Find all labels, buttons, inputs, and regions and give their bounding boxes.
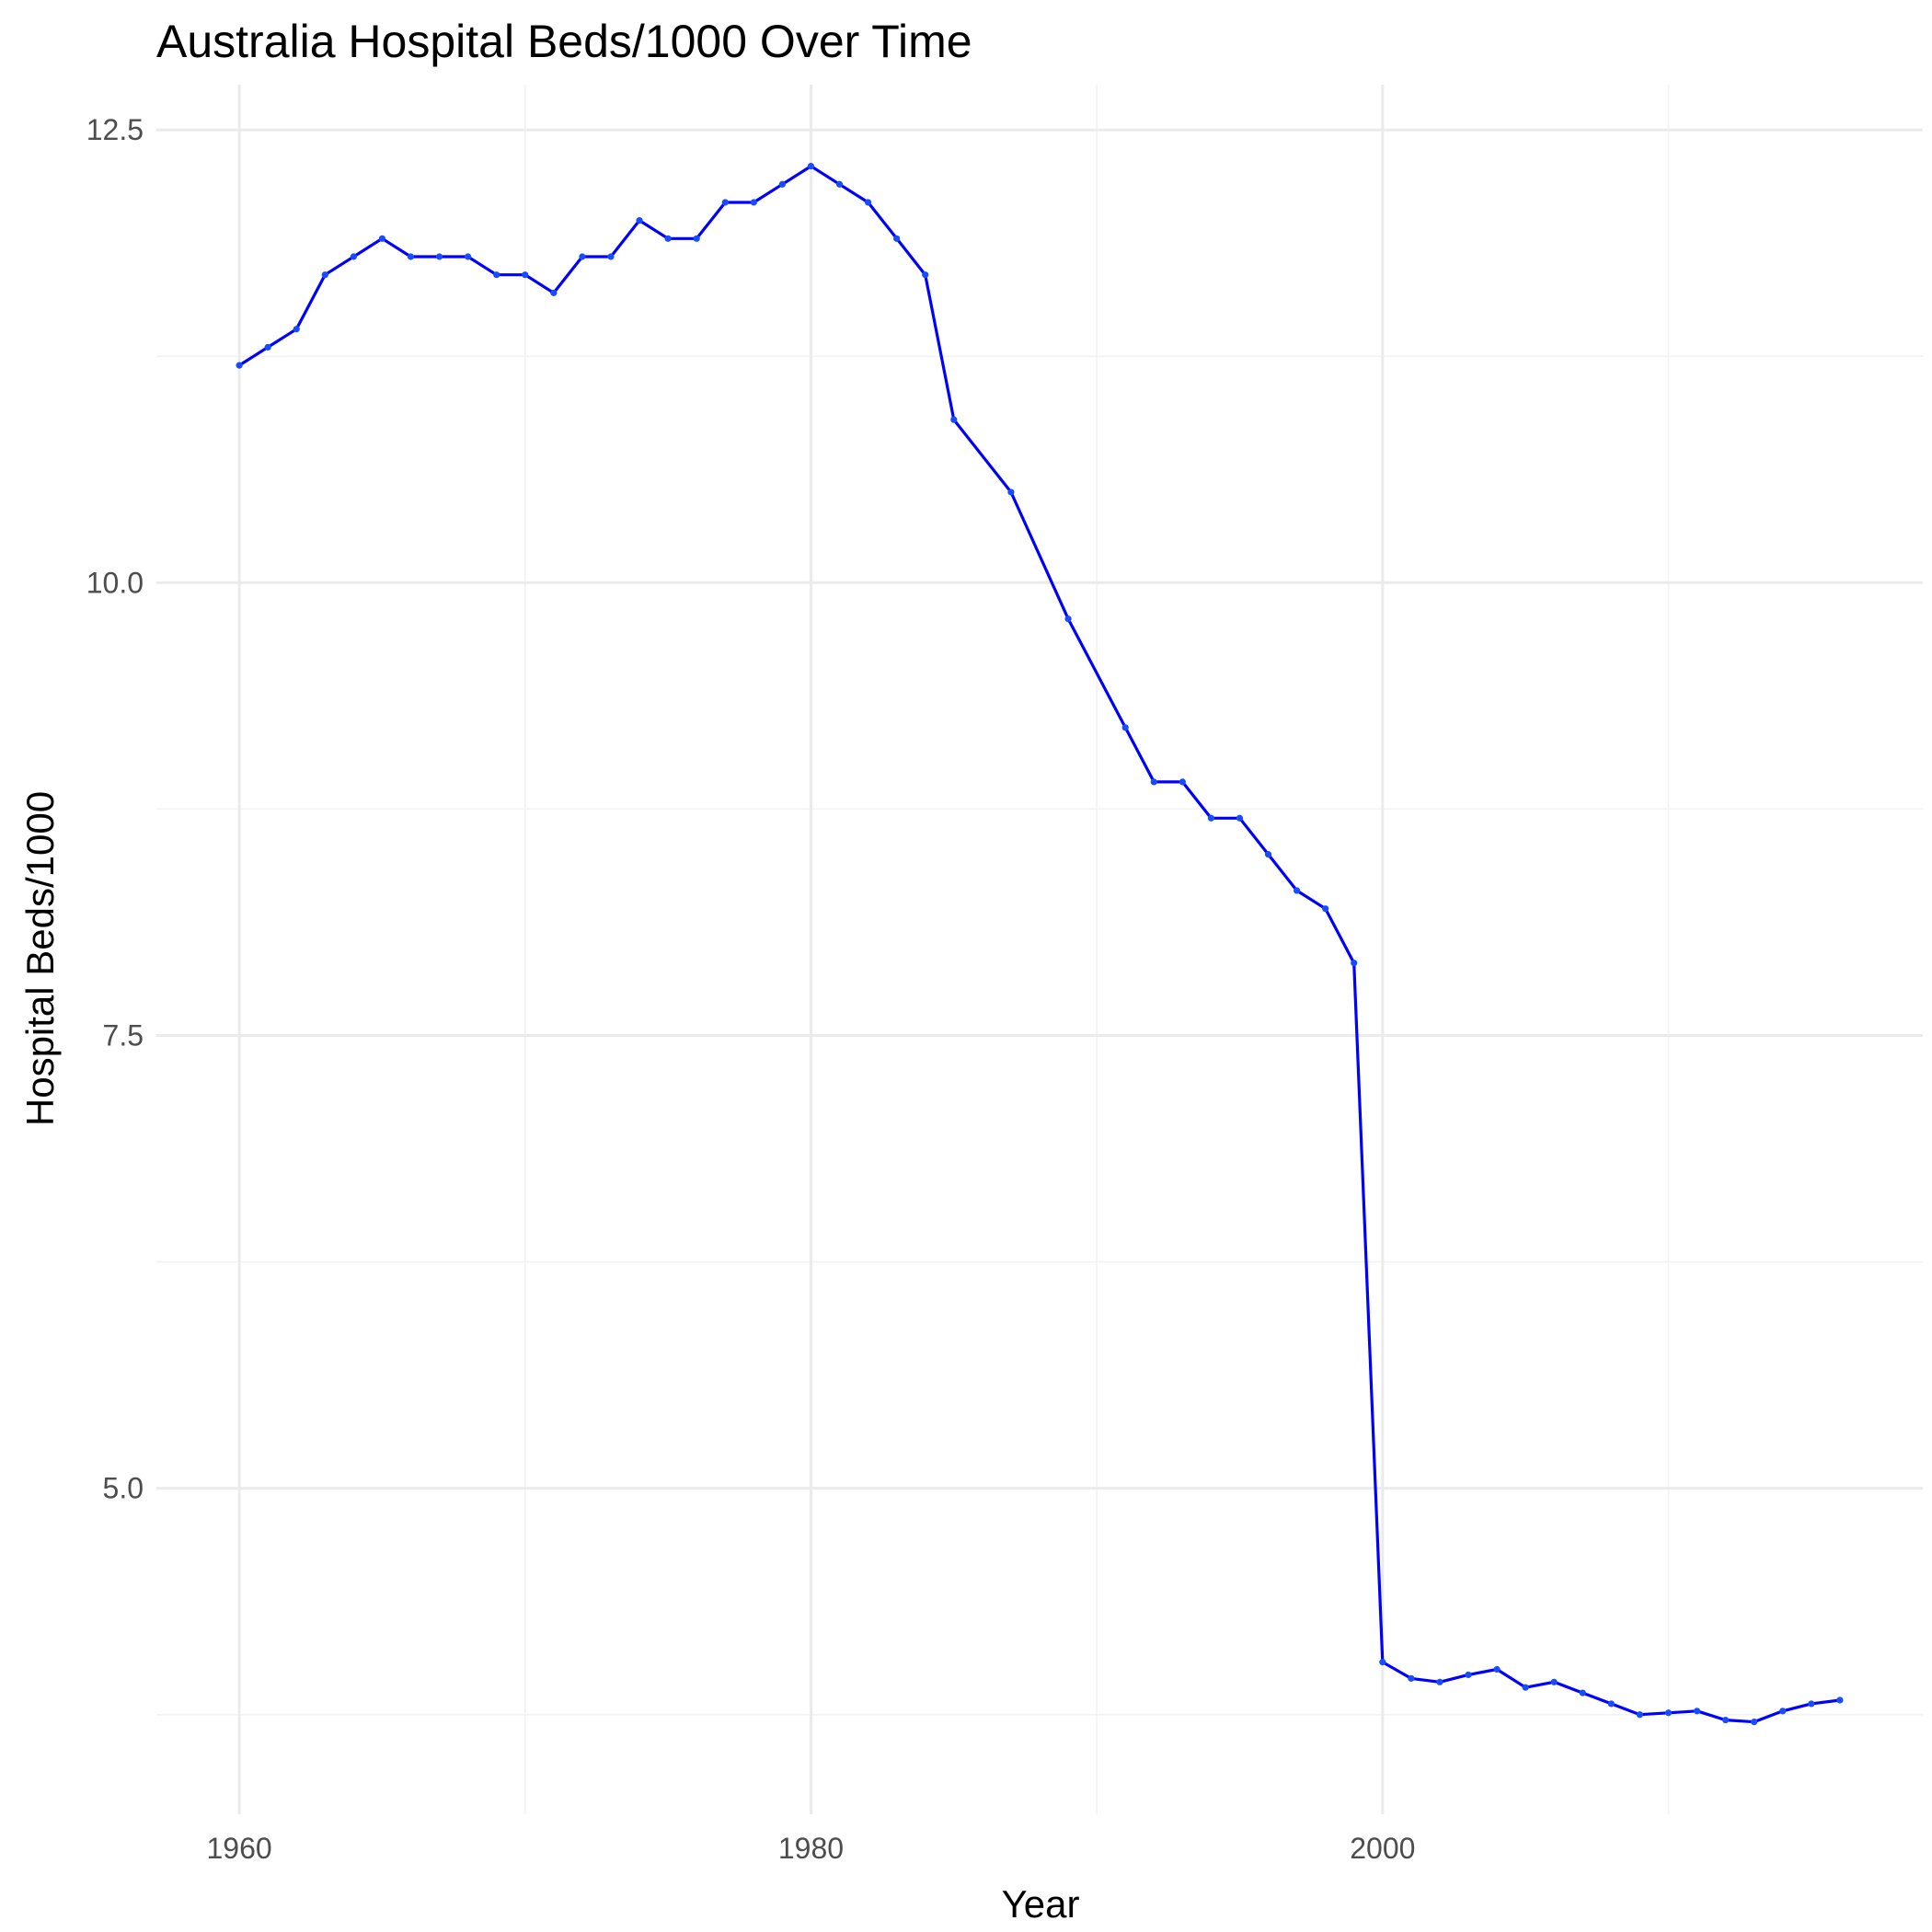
data-point (1236, 814, 1244, 822)
y-tick-label: 7.5 (103, 1019, 144, 1052)
data-point (1465, 1671, 1472, 1679)
y-tick-label: 12.5 (86, 113, 144, 146)
data-point (465, 253, 472, 260)
series-line (238, 165, 1841, 1724)
data-point (807, 162, 815, 170)
data-point (1322, 905, 1329, 913)
x-tick-label: 2000 (1350, 1832, 1415, 1865)
data-point (1179, 778, 1186, 786)
data-point (264, 343, 271, 351)
y-tick-label: 5.0 (103, 1472, 144, 1505)
data-point (1550, 1678, 1558, 1685)
chart-title: Australia Hospital Beds/1000 Over Time (156, 16, 972, 67)
data-point (721, 199, 729, 206)
data-point (1493, 1665, 1501, 1673)
x-tick-label: 1980 (778, 1832, 844, 1865)
data-point (407, 253, 415, 260)
data-point (378, 235, 386, 242)
data-point (522, 271, 529, 279)
data-point (1007, 489, 1015, 496)
data-point (1207, 814, 1215, 822)
data-point (1722, 1717, 1730, 1724)
data-point (1693, 1708, 1701, 1715)
data-point (893, 235, 901, 242)
data-point (1836, 1696, 1844, 1704)
data-point (693, 235, 700, 242)
data-point (1607, 1700, 1615, 1708)
data-point (1408, 1674, 1415, 1682)
data-point (750, 199, 757, 206)
x-axis-tick-labels: 1960 1980 2000 (207, 1832, 1416, 1865)
data-point (236, 362, 243, 369)
data-point (1436, 1678, 1443, 1685)
y-axis-tick-labels: 5.0 7.5 10.0 12.5 (86, 113, 144, 1504)
x-axis-title: Year (1002, 1882, 1080, 1926)
data-point (607, 253, 615, 260)
minor-gridlines (156, 85, 1923, 1814)
data-point (350, 253, 357, 260)
data-point (1294, 887, 1301, 894)
data-point (1808, 1700, 1815, 1708)
data-point (493, 271, 500, 279)
data-point (293, 326, 300, 333)
y-axis-title: Hospital Beds/1000 (18, 791, 62, 1126)
data-point (1636, 1711, 1644, 1719)
data-point (864, 199, 872, 206)
data-point (1150, 778, 1157, 786)
data-point (778, 180, 786, 188)
data-point (950, 416, 958, 423)
data-point (1121, 724, 1129, 731)
data-point (1264, 851, 1272, 858)
data-point (1351, 960, 1358, 967)
data-point (1779, 1708, 1787, 1715)
data-point (636, 217, 643, 224)
data-series (236, 162, 1844, 1726)
data-point (922, 271, 929, 279)
data-point (1522, 1684, 1529, 1691)
data-point (664, 235, 672, 242)
data-point (1579, 1689, 1586, 1696)
data-point (835, 180, 844, 188)
data-point (1664, 1709, 1673, 1717)
data-point (1379, 1659, 1386, 1666)
data-point (1064, 615, 1072, 623)
data-point (1751, 1719, 1758, 1726)
data-point (579, 253, 586, 260)
y-tick-label: 10.0 (86, 566, 144, 599)
data-point (321, 271, 328, 279)
data-point (435, 253, 443, 260)
major-gridlines (156, 85, 1923, 1814)
x-tick-label: 1960 (207, 1832, 272, 1865)
data-point (550, 289, 558, 296)
